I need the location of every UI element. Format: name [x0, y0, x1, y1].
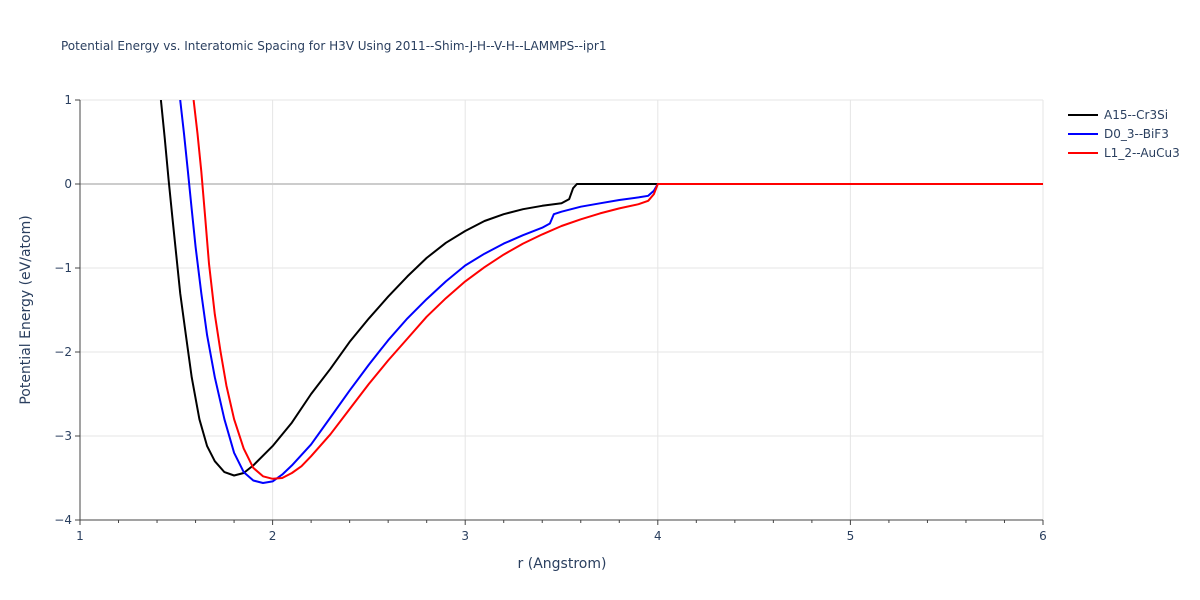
tick-labels: 1 2 3 4 5 6 1 0 −1 −2 −3 −4: [54, 93, 1047, 543]
y-tick-label: −1: [54, 261, 72, 275]
y-tick-label: −3: [54, 429, 72, 443]
axes: [75, 99, 1044, 525]
x-tick-label: 6: [1039, 529, 1047, 543]
x-axis-title: r (Angstrom): [518, 556, 607, 572]
legend: A15--Cr3Si D0_3--BiF3 L1_2--AuCu3: [1068, 108, 1180, 160]
x-tick-label: 2: [269, 529, 277, 543]
chart-title: Potential Energy vs. Interatomic Spacing…: [61, 39, 606, 53]
legend-item[interactable]: A15--Cr3Si: [1068, 108, 1168, 122]
grid: [80, 99, 1044, 520]
y-axis-title: Potential Energy (eV/atom): [18, 215, 34, 404]
legend-label: D0_3--BiF3: [1104, 127, 1169, 141]
legend-label: A15--Cr3Si: [1104, 108, 1168, 122]
series-layer: [159, 100, 1043, 484]
x-tick-label: 3: [461, 529, 469, 543]
series-line-a15-cr3si: [159, 100, 1043, 477]
series-line-d0-3-bif3: [179, 100, 1043, 484]
x-tick-label: 4: [654, 529, 662, 543]
y-tick-label: 0: [64, 177, 72, 191]
x-tick-label: 5: [847, 529, 855, 543]
y-tick-label: 1: [64, 93, 72, 107]
y-tick-label: −4: [54, 513, 72, 527]
x-tick-label: 1: [76, 529, 84, 543]
series-line-l1-2-aucu3: [192, 100, 1043, 480]
legend-label: L1_2--AuCu3: [1104, 146, 1180, 160]
legend-item[interactable]: D0_3--BiF3: [1068, 127, 1169, 141]
y-tick-label: −2: [54, 345, 72, 359]
legend-item[interactable]: L1_2--AuCu3: [1068, 146, 1180, 160]
